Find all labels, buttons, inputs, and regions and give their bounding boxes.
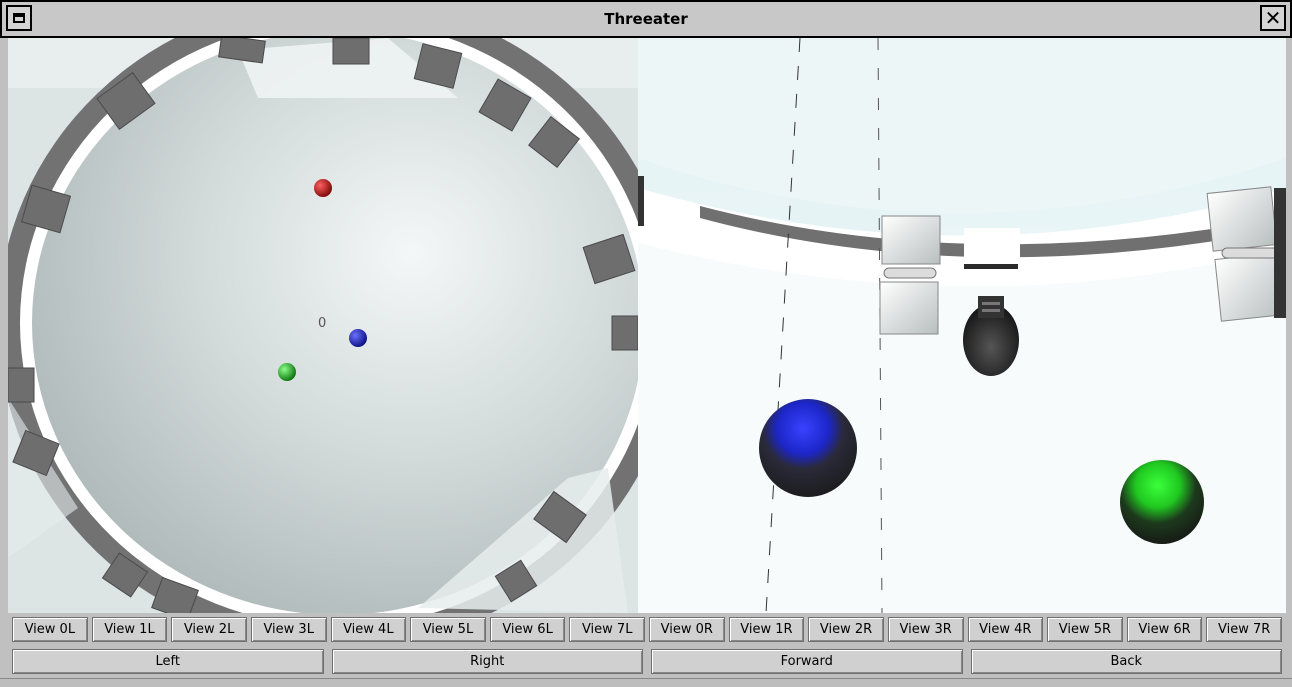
view-button-0r[interactable]: View 0R [649,617,725,642]
robot-marker-label: 0 [318,316,327,331]
close-icon[interactable]: ✕ [1260,5,1286,31]
left-button[interactable]: Left [12,649,324,674]
green-ball-near [1120,460,1204,544]
nav-button-row: Left Right Forward Back [12,649,1282,675]
view-button-7l[interactable]: View 7L [569,617,645,642]
right-button[interactable]: Right [331,649,643,674]
render-area: 0 [8,38,1286,613]
window-menu-icon[interactable] [6,5,32,31]
view-button-6r[interactable]: View 6R [1126,617,1203,642]
view-button-5l[interactable]: View 5L [410,617,486,642]
status-strip [0,678,1292,687]
right-view[interactable] [638,38,1286,613]
view-button-row: View 0L View 1L View 2L View 3L View 4L View … [12,617,1282,643]
robot-body [963,304,1019,376]
view-button-2l[interactable]: View 2L [171,617,247,642]
forward-button[interactable]: Forward [651,649,963,674]
view-button-4r[interactable]: View 4R [967,617,1044,642]
view-button-3l[interactable]: View 3L [250,617,327,642]
view-button-1r[interactable]: View 1R [728,617,805,642]
view-button-1l[interactable]: View 1L [91,617,168,642]
back-button[interactable]: Back [970,649,1282,674]
view-button-4l[interactable]: View 4L [330,617,407,642]
view-button-7r[interactable]: View 7R [1206,617,1282,642]
blue-ball-near [759,399,857,497]
view-button-3r[interactable]: View 3R [887,617,964,642]
view-button-6l[interactable]: View 6L [489,617,566,642]
title-bar: Threeater ✕ [0,0,1292,38]
left-view[interactable]: 0 [8,38,638,613]
window-title: Threeater [604,10,688,28]
view-button-2r[interactable]: View 2R [808,617,884,642]
red-ball [314,179,332,197]
blue-ball [349,329,367,347]
green-ball [278,363,296,381]
view-button-0l[interactable]: View 0L [12,617,88,642]
view-button-5r[interactable]: View 5R [1047,617,1123,642]
